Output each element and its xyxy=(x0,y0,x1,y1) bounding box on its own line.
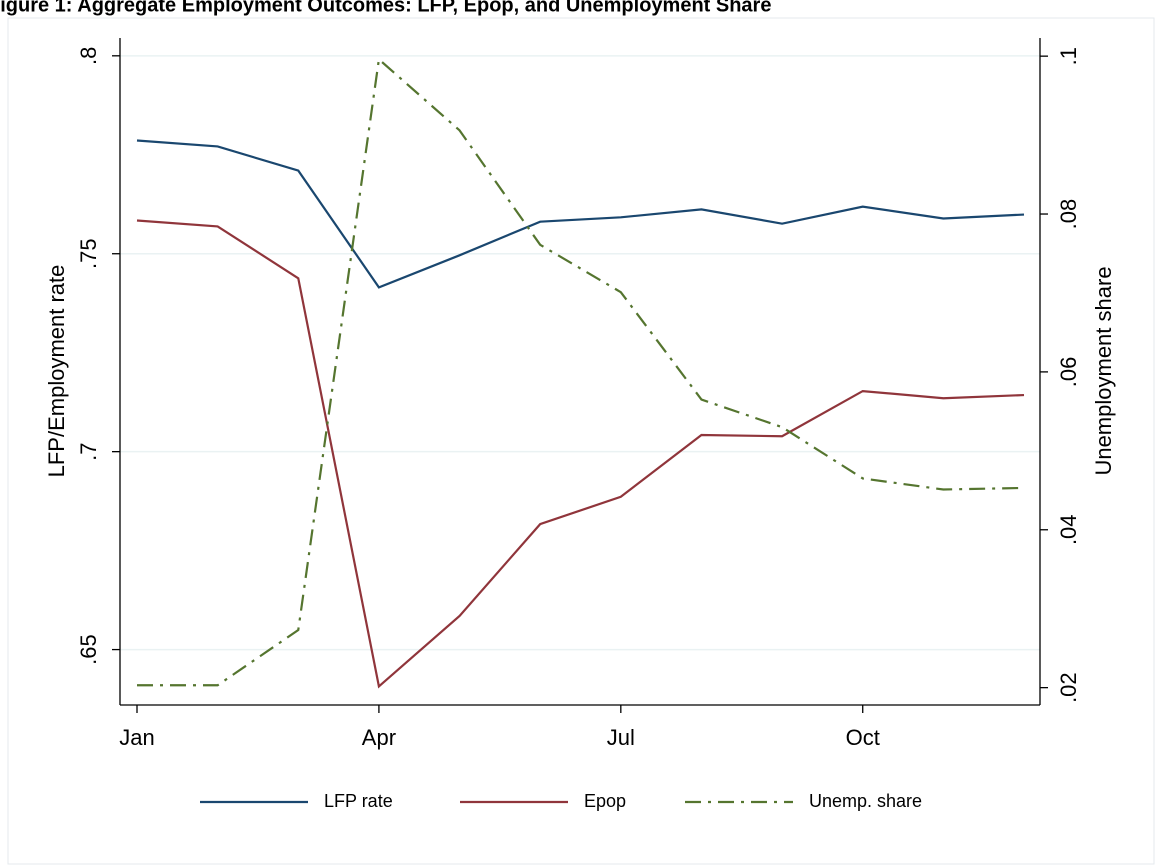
y2-tick-label: .02 xyxy=(1056,672,1081,703)
y2-tick-label: .06 xyxy=(1056,357,1081,388)
legend-label: Epop xyxy=(584,791,626,811)
series-line xyxy=(136,219,1025,689)
x-tick-label: Oct xyxy=(846,725,880,750)
y2-tick-label: .1 xyxy=(1056,47,1081,65)
chart-title: Figure 1: Aggregate Employment Outcomes:… xyxy=(0,0,771,16)
series-line xyxy=(137,57,1025,687)
y2-tick-label: .04 xyxy=(1056,514,1081,545)
y-tick-label: .8 xyxy=(76,47,101,65)
legend-label: LFP rate xyxy=(324,791,393,811)
y-tick-label: .7 xyxy=(76,442,101,460)
y-tick-label: .75 xyxy=(76,238,101,269)
x-tick-label: Jan xyxy=(119,725,154,750)
y-tick-label: .65 xyxy=(76,634,101,665)
legend-label: Unemp. share xyxy=(809,791,922,811)
x-tick-label: Jul xyxy=(607,725,635,750)
graph-frame xyxy=(7,17,1155,865)
x-tick-label: Apr xyxy=(362,725,396,750)
y-axis-title: LFP/Employment rate xyxy=(44,265,69,478)
series-line xyxy=(136,139,1025,289)
y2-tick-label: .08 xyxy=(1056,199,1081,230)
y2-axis-title: Unemployment share xyxy=(1091,266,1116,475)
